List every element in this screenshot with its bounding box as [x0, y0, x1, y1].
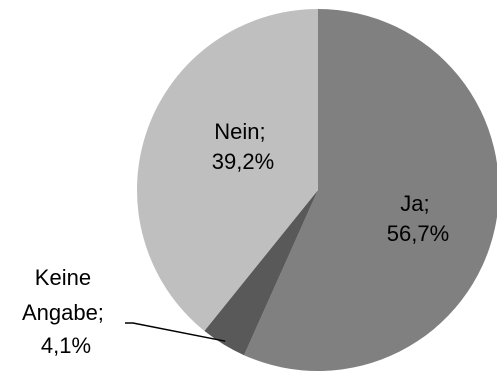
slice-label-keine-angabe-line2: Angabe; [22, 300, 104, 325]
slice-ja [244, 9, 497, 371]
slice-label-nein: Nein; 39,2% [212, 119, 274, 174]
leader-line-keine-angabe [125, 322, 226, 342]
slice-label-keine-angabe: Keine Angabe; 4,1% [22, 265, 110, 358]
slice-label-nein-value: 39,2% [212, 149, 274, 174]
slice-label-ja-name: Ja; [400, 191, 429, 216]
labels-layer: Ja; 56,7% Nein; 39,2% Keine Angabe; 4,1% [22, 119, 449, 358]
slice-nein [137, 9, 318, 331]
slices-layer [137, 9, 497, 371]
slice-keine-angabe [204, 190, 318, 356]
slice-label-ja-value: 56,7% [387, 221, 449, 246]
slice-label-keine-angabe-line1: Keine [35, 265, 91, 290]
slice-label-ja: Ja; 56,7% [387, 191, 449, 246]
slice-label-nein-name: Nein; [214, 119, 265, 144]
slice-label-keine-angabe-value: 4,1% [41, 333, 91, 358]
